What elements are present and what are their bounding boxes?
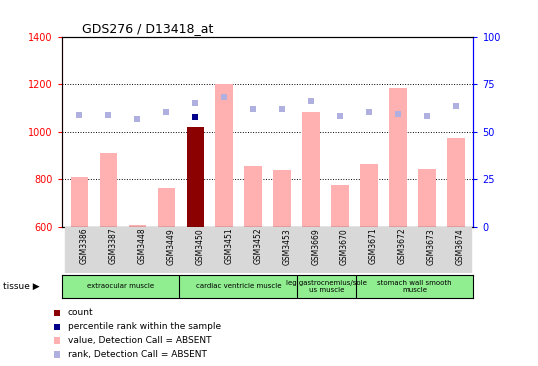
Bar (65, 227, 94, 273)
Text: stomach wall smooth
muscle: stomach wall smooth muscle (377, 280, 452, 293)
Text: GSM3452: GSM3452 (253, 228, 262, 265)
Bar (356, 274, 473, 298)
Bar (355, 227, 384, 273)
Text: GSM3670: GSM3670 (340, 228, 349, 265)
Text: value, Detection Call = ABSENT: value, Detection Call = ABSENT (68, 336, 211, 345)
Text: extraocular muscle: extraocular muscle (87, 283, 154, 290)
Text: cardiac ventricle muscle: cardiac ventricle muscle (195, 283, 281, 290)
Bar (297, 274, 356, 298)
Text: GSM3672: GSM3672 (398, 228, 407, 265)
Bar (244, 166, 262, 227)
Bar (390, 88, 407, 227)
Bar (187, 127, 204, 227)
Bar (360, 164, 378, 227)
Text: GSM3386: GSM3386 (79, 228, 88, 265)
Text: GSM3449: GSM3449 (166, 228, 175, 265)
Text: leg gastrocnemius/sole
us muscle: leg gastrocnemius/sole us muscle (286, 280, 367, 293)
Text: GSM3448: GSM3448 (137, 228, 146, 265)
Bar (239, 227, 268, 273)
Bar (273, 170, 291, 227)
Bar (302, 112, 320, 227)
Bar (331, 185, 349, 227)
Bar (442, 227, 471, 273)
Text: GSM3453: GSM3453 (282, 228, 291, 265)
Text: percentile rank within the sample: percentile rank within the sample (68, 322, 221, 331)
Text: rank, Detection Call = ABSENT: rank, Detection Call = ABSENT (68, 350, 207, 359)
Bar (268, 227, 296, 273)
Bar (296, 227, 325, 273)
Bar (100, 153, 117, 227)
Bar (210, 227, 239, 273)
Text: GSM3451: GSM3451 (224, 228, 233, 265)
Bar (129, 224, 146, 227)
Bar (325, 227, 355, 273)
Text: GSM3674: GSM3674 (456, 228, 465, 265)
Text: GSM3450: GSM3450 (195, 228, 204, 265)
Bar (158, 188, 175, 227)
Bar (216, 84, 233, 227)
Text: GDS276 / D13418_at: GDS276 / D13418_at (82, 22, 214, 36)
Text: count: count (68, 309, 93, 317)
Bar (123, 227, 152, 273)
Bar (180, 274, 297, 298)
Bar (384, 227, 413, 273)
Bar (152, 227, 181, 273)
Bar (419, 169, 436, 227)
Bar (70, 177, 88, 227)
Bar (94, 227, 123, 273)
Text: GSM3669: GSM3669 (311, 228, 320, 265)
Bar (413, 227, 442, 273)
Text: tissue ▶: tissue ▶ (3, 282, 39, 291)
Bar (181, 227, 210, 273)
Text: GSM3671: GSM3671 (369, 228, 378, 265)
Bar (62, 274, 180, 298)
Text: GSM3673: GSM3673 (427, 228, 436, 265)
Bar (448, 138, 465, 227)
Text: GSM3387: GSM3387 (108, 228, 117, 265)
